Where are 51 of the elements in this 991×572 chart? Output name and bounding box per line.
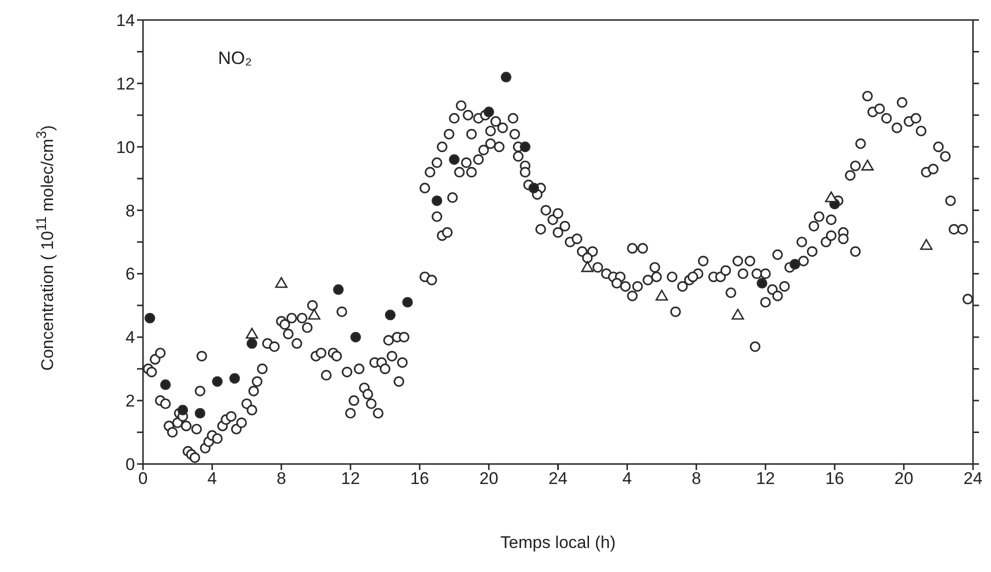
y-tick-label: 4 — [126, 328, 135, 348]
x-tick-label: 16 — [410, 469, 430, 488]
point — [448, 154, 460, 165]
x-axis-title: Temps local (h) — [500, 533, 616, 553]
point — [384, 310, 396, 320]
point — [790, 258, 800, 270]
y-tick-label: 8 — [126, 201, 135, 220]
point — [528, 182, 540, 194]
point — [520, 142, 530, 152]
point — [402, 296, 413, 308]
point — [246, 338, 258, 349]
point — [160, 379, 171, 390]
x-tick-label: 20 — [894, 469, 914, 488]
point — [308, 308, 320, 320]
point — [229, 373, 240, 384]
x-tick-label: 24 — [548, 469, 568, 488]
point — [333, 284, 344, 295]
y-tick-label: 6 — [126, 264, 135, 284]
point — [500, 72, 512, 82]
y-tick-label: 10 — [116, 138, 135, 157]
point — [484, 106, 494, 118]
point — [825, 191, 838, 202]
point — [177, 404, 188, 416]
y-tick-label: 12 — [116, 74, 135, 94]
annotation: NO₂ — [218, 48, 252, 69]
x-tick-label: 4 — [622, 469, 632, 488]
point — [194, 408, 206, 419]
y-tick-label: 0 — [126, 455, 135, 474]
point — [732, 308, 744, 320]
x-tick-label: 4 — [207, 469, 217, 488]
x-tick-label: 16 — [825, 469, 844, 488]
point — [246, 328, 258, 339]
x-tick-label: 8 — [692, 469, 702, 488]
point — [275, 277, 288, 288]
x-tick-label: 24 — [964, 469, 982, 488]
x-tick-label: 12 — [756, 469, 775, 488]
point — [212, 376, 223, 387]
x-tick-label: 20 — [479, 469, 498, 488]
y-tick-label: 2 — [126, 392, 135, 411]
point — [656, 290, 668, 301]
point — [144, 312, 156, 324]
point — [350, 332, 361, 342]
point — [756, 278, 768, 289]
x-tick-label: 0 — [138, 469, 148, 488]
point — [581, 261, 594, 272]
x-tick-label: 12 — [341, 469, 360, 488]
point — [861, 160, 874, 171]
point — [920, 238, 933, 250]
point — [432, 195, 442, 206]
y-tick-label: 14 — [116, 11, 135, 30]
x-tick-label: 8 — [276, 469, 286, 488]
